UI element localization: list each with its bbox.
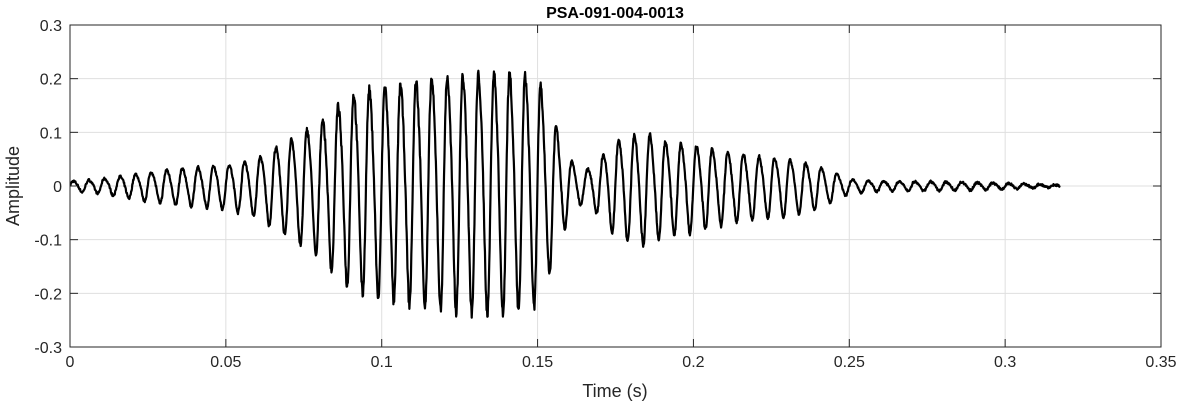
x-tick-label: 0.1 (371, 354, 393, 371)
y-tick-label: -0.3 (34, 340, 62, 357)
x-tick-label: 0.15 (522, 354, 553, 371)
y-tick-label: -0.1 (34, 233, 62, 250)
y-tick-label: -0.2 (34, 286, 62, 303)
y-tick-label: 0.1 (40, 125, 62, 142)
series-line (70, 69, 1061, 319)
y-tick-label: 0 (53, 179, 62, 196)
y-tick-label: 0.3 (40, 18, 62, 35)
x-axis-label: Time (s) (582, 381, 647, 401)
x-tick-label: 0.35 (1145, 354, 1176, 371)
y-gridlines (70, 78, 1161, 294)
chart-title: PSA-091-004-0013 (546, 5, 684, 22)
y-axis-ticks: -0.3 -0.2 -0.1 0 0.1 0.2 0.3 (34, 18, 1161, 357)
x-tick-label: 0.3 (994, 354, 1016, 371)
y-tick-label: 0.2 (40, 72, 62, 89)
x-tick-label: 0.25 (834, 354, 865, 371)
x-tick-label: 0.05 (210, 354, 241, 371)
x-tick-label: 0 (66, 354, 75, 371)
y-axis-label: Amplitude (3, 146, 23, 226)
x-tick-label: 0.2 (682, 354, 704, 371)
x-axis-ticks: 0 0.05 0.1 0.15 0.2 0.25 0.3 0.35 (66, 25, 1177, 371)
